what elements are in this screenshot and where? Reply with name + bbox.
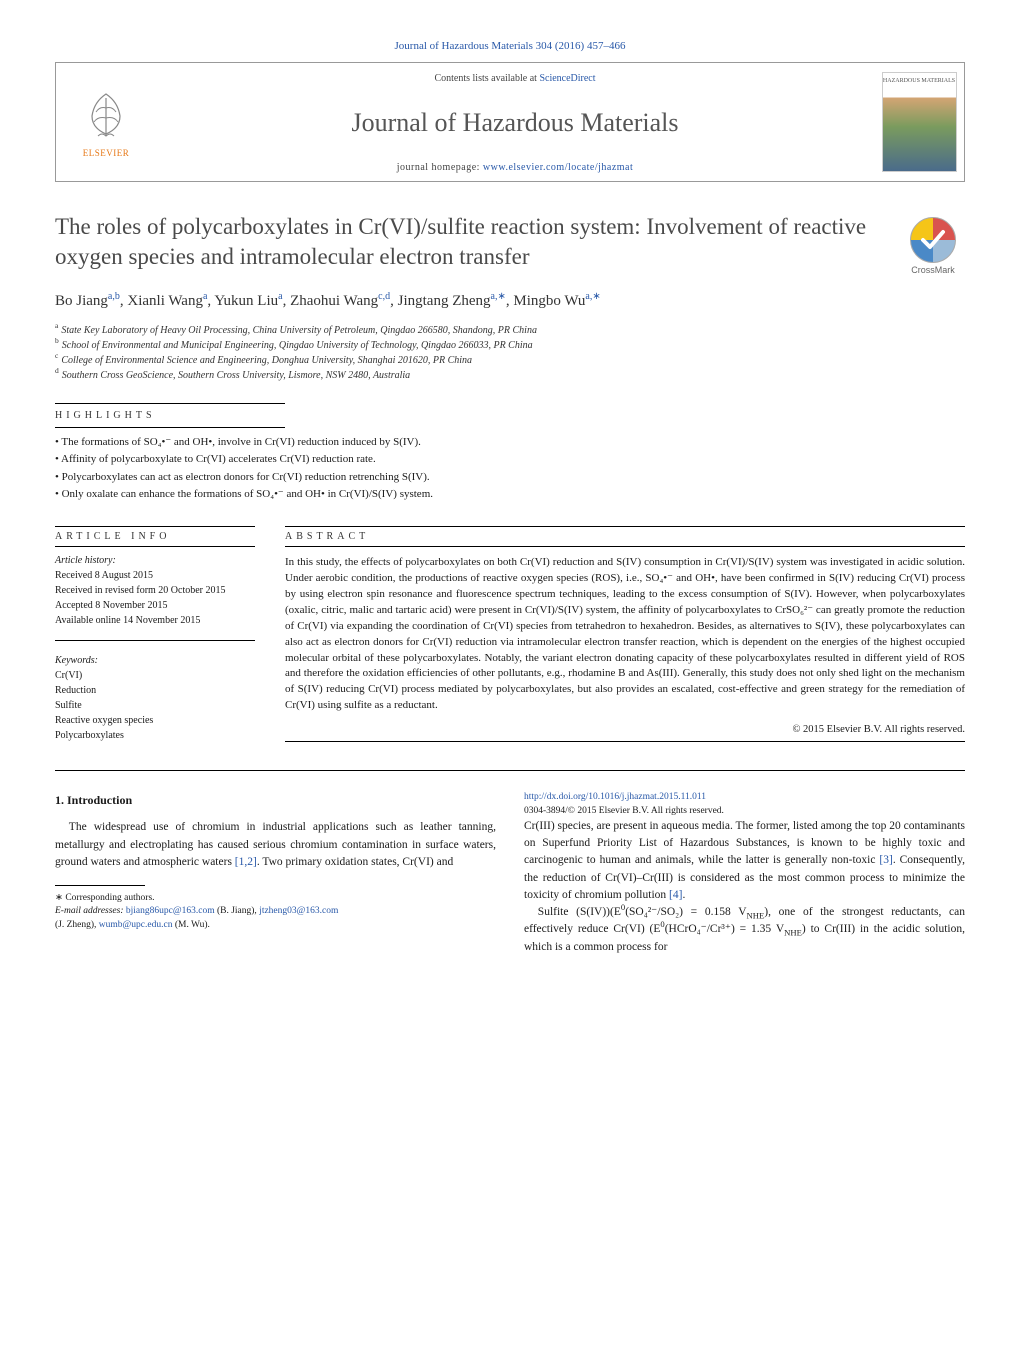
- elsevier-label: ELSEVIER: [83, 148, 130, 158]
- email-link[interactable]: bjiang86upc@163.com: [126, 906, 215, 916]
- email-link[interactable]: jtzheng03@163.com: [259, 906, 338, 916]
- elsevier-logo: ELSEVIER: [56, 63, 156, 181]
- highlight-item: The formations of SO₄•⁻ and OH•, involve…: [55, 434, 965, 452]
- journal-header: ELSEVIER Contents lists available at Sci…: [55, 62, 965, 182]
- affiliations: aState Key Laboratory of Heavy Oil Proce…: [55, 323, 965, 383]
- article-info-label: ARTICLE INFO: [55, 531, 255, 542]
- highlights-label: HIGHLIGHTS: [55, 410, 965, 421]
- highlight-item: Polycarboxylates can act as electron don…: [55, 469, 965, 487]
- body-text: 1. Introduction The widespread use of ch…: [55, 791, 965, 956]
- journal-name: Journal of Hazardous Materials: [351, 108, 678, 138]
- journal-homepage-link[interactable]: www.elsevier.com/locate/jhazmat: [483, 162, 633, 173]
- article-title: The roles of polycarboxylates in Cr(VI)/…: [55, 212, 881, 272]
- article-info: ARTICLE INFO Article history: Received 8…: [55, 522, 255, 746]
- contents-lists-line: Contents lists available at ScienceDirec…: [434, 73, 595, 84]
- abstract-text: In this study, the effects of polycarbox…: [285, 555, 965, 714]
- keyword: Polycarboxylates: [55, 728, 255, 743]
- affiliation: bSchool of Environmental and Municipal E…: [55, 338, 965, 353]
- intro-paragraph: Sulfite (S(IV))(E0(SO₄²⁻/SO₂) = 0.158 VN…: [524, 904, 965, 956]
- history-revised: Received in revised form 20 October 2015: [55, 583, 255, 598]
- keyword: Reactive oxygen species: [55, 713, 255, 728]
- intro-heading: 1. Introduction: [55, 791, 496, 809]
- keywords-header: Keywords:: [55, 653, 255, 668]
- doi-block: http://dx.doi.org/10.1016/j.jhazmat.2015…: [524, 791, 965, 818]
- intro-paragraph: Cr(III) species, are present in aqueous …: [524, 818, 965, 904]
- affiliation: cCollege of Environmental Science and En…: [55, 353, 965, 368]
- journal-reference: Journal of Hazardous Materials 304 (2016…: [55, 40, 965, 52]
- crossmark-icon[interactable]: CrossMark: [901, 212, 965, 276]
- abstract: ABSTRACT In this study, the effects of p…: [285, 522, 965, 746]
- sciencedirect-link[interactable]: ScienceDirect: [539, 73, 595, 84]
- history-accepted: Accepted 8 November 2015: [55, 598, 255, 613]
- highlight-item: Affinity of polycarboxylate to Cr(VI) ac…: [55, 451, 965, 469]
- authors: Bo Jianga,b, Xianli Wanga, Yukun Liua, Z…: [55, 290, 965, 313]
- history-header: Article history:: [55, 553, 255, 568]
- highlights-list: The formations of SO₄•⁻ and OH•, involve…: [55, 434, 965, 504]
- history-online: Available online 14 November 2015: [55, 613, 255, 628]
- affiliation: dSouthern Cross GeoScience, Southern Cro…: [55, 368, 965, 383]
- corresponding-authors: ∗ Corresponding authors. E-mail addresse…: [55, 892, 496, 932]
- copyright: © 2015 Elsevier B.V. All rights reserved…: [285, 724, 965, 735]
- abstract-label: ABSTRACT: [285, 531, 965, 542]
- crossmark-label: CrossMark: [911, 265, 955, 275]
- history-received: Received 8 August 2015: [55, 568, 255, 583]
- journal-homepage-line: journal homepage: www.elsevier.com/locat…: [397, 162, 634, 173]
- intro-paragraph: The widespread use of chromium in indust…: [55, 819, 496, 871]
- email-link[interactable]: wumb@upc.edu.cn: [99, 920, 173, 930]
- keyword: Reduction: [55, 683, 255, 698]
- highlight-item: Only oxalate can enhance the formations …: [55, 486, 965, 504]
- keyword: Sulfite: [55, 698, 255, 713]
- doi-link[interactable]: http://dx.doi.org/10.1016/j.jhazmat.2015…: [524, 792, 706, 802]
- affiliation: aState Key Laboratory of Heavy Oil Proce…: [55, 323, 965, 338]
- keyword: Cr(VI): [55, 668, 255, 683]
- cover-label: HAZARDOUS MATERIALS: [883, 78, 956, 85]
- journal-cover: HAZARDOUS MATERIALS: [874, 63, 964, 181]
- elsevier-tree-icon: [76, 86, 136, 146]
